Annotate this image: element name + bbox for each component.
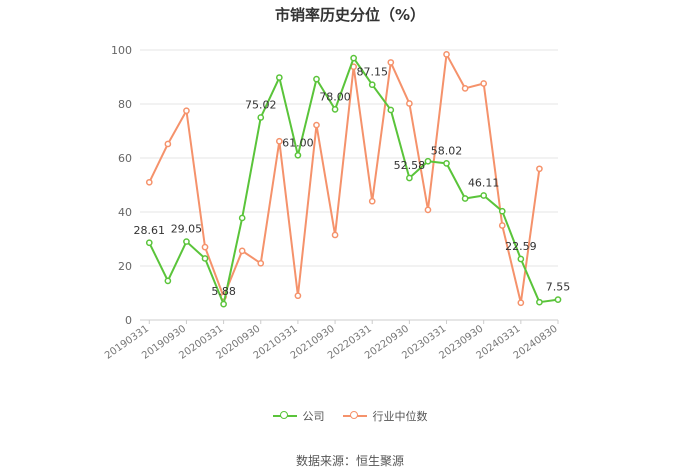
data-point-company <box>257 114 265 121</box>
data-point-industry <box>461 84 469 92</box>
data-point-company <box>313 75 320 83</box>
legend-item-company[interactable]: 公司 <box>272 408 325 424</box>
data-point-company <box>220 300 227 308</box>
legend-swatch-company <box>272 410 297 422</box>
chart-title: 市销率历史分位（%） <box>274 6 426 24</box>
data-point-company <box>368 81 376 89</box>
legend-label-industry: 行业中位数 <box>372 410 428 423</box>
data-label: 58.02 <box>431 144 463 157</box>
y-tick-label: 0 <box>125 314 132 327</box>
data-label: 75.02 <box>245 98 277 111</box>
data-label: 28.61 <box>134 224 166 237</box>
y-tick-label: 60 <box>118 152 132 165</box>
data-point-company <box>164 277 172 285</box>
data-point-industry <box>387 59 395 66</box>
y-tick-label: 80 <box>118 98 132 111</box>
data-label: 78.00 <box>319 90 351 103</box>
data-point-company <box>183 238 190 245</box>
data-point-industry <box>480 80 488 87</box>
data-point-industry <box>406 100 413 107</box>
data-point-company <box>536 298 543 306</box>
legend-item-industry[interactable]: 行业中位数 <box>342 408 428 424</box>
data-point-industry <box>517 299 525 307</box>
data-point-company <box>461 195 469 202</box>
data-point-company <box>480 192 488 199</box>
data-point-industry <box>294 292 302 300</box>
data-point-industry <box>498 222 506 229</box>
data-point-industry <box>238 247 246 255</box>
data-point-industry <box>183 107 190 115</box>
data-point-industry <box>443 50 450 58</box>
data-point-industry <box>368 197 376 205</box>
y-tick-label: 40 <box>118 206 132 219</box>
data-point-industry <box>164 140 172 148</box>
data-label: 5.88 <box>211 285 236 298</box>
y-tick-label: 20 <box>118 260 132 273</box>
data-label: 87.15 <box>356 66 388 79</box>
data-point-company <box>387 106 395 114</box>
data-point-company <box>201 255 209 262</box>
source-note: 数据来源：恒生聚源 <box>295 454 404 468</box>
data-point-industry <box>275 137 283 145</box>
legend-swatch-industry <box>342 410 367 422</box>
y-tick-label: 100 <box>111 44 132 57</box>
data-point-company <box>145 239 153 247</box>
legend: 公司 行业中位数 <box>0 408 700 424</box>
data-point-company <box>275 74 283 81</box>
data-point-industry <box>424 206 432 214</box>
data-label: 7.55 <box>546 281 571 294</box>
data-label: 46.11 <box>468 177 500 190</box>
data-point-company <box>517 255 525 263</box>
data-point-industry <box>536 165 543 173</box>
data-label: 52.58 <box>394 159 426 172</box>
series-line-industry <box>148 53 541 304</box>
data-point-company <box>331 106 339 113</box>
data-label: 61.00 <box>282 136 314 149</box>
data-point-company <box>406 174 413 182</box>
data-point-company <box>498 207 506 215</box>
data-point-company <box>443 159 450 167</box>
data-point-industry <box>257 259 265 267</box>
data-label: 22.59 <box>505 240 537 253</box>
legend-label-company: 公司 <box>302 410 325 423</box>
data-point-industry <box>313 121 320 129</box>
data-point-company <box>238 214 246 222</box>
data-point-company <box>294 151 302 159</box>
data-point-industry <box>145 178 153 186</box>
data-point-industry <box>201 243 209 251</box>
data-point-company <box>424 157 432 165</box>
data-point-industry <box>331 231 339 239</box>
data-point-company <box>554 296 562 303</box>
data-point-company <box>350 54 357 62</box>
data-label: 29.05 <box>171 223 203 236</box>
